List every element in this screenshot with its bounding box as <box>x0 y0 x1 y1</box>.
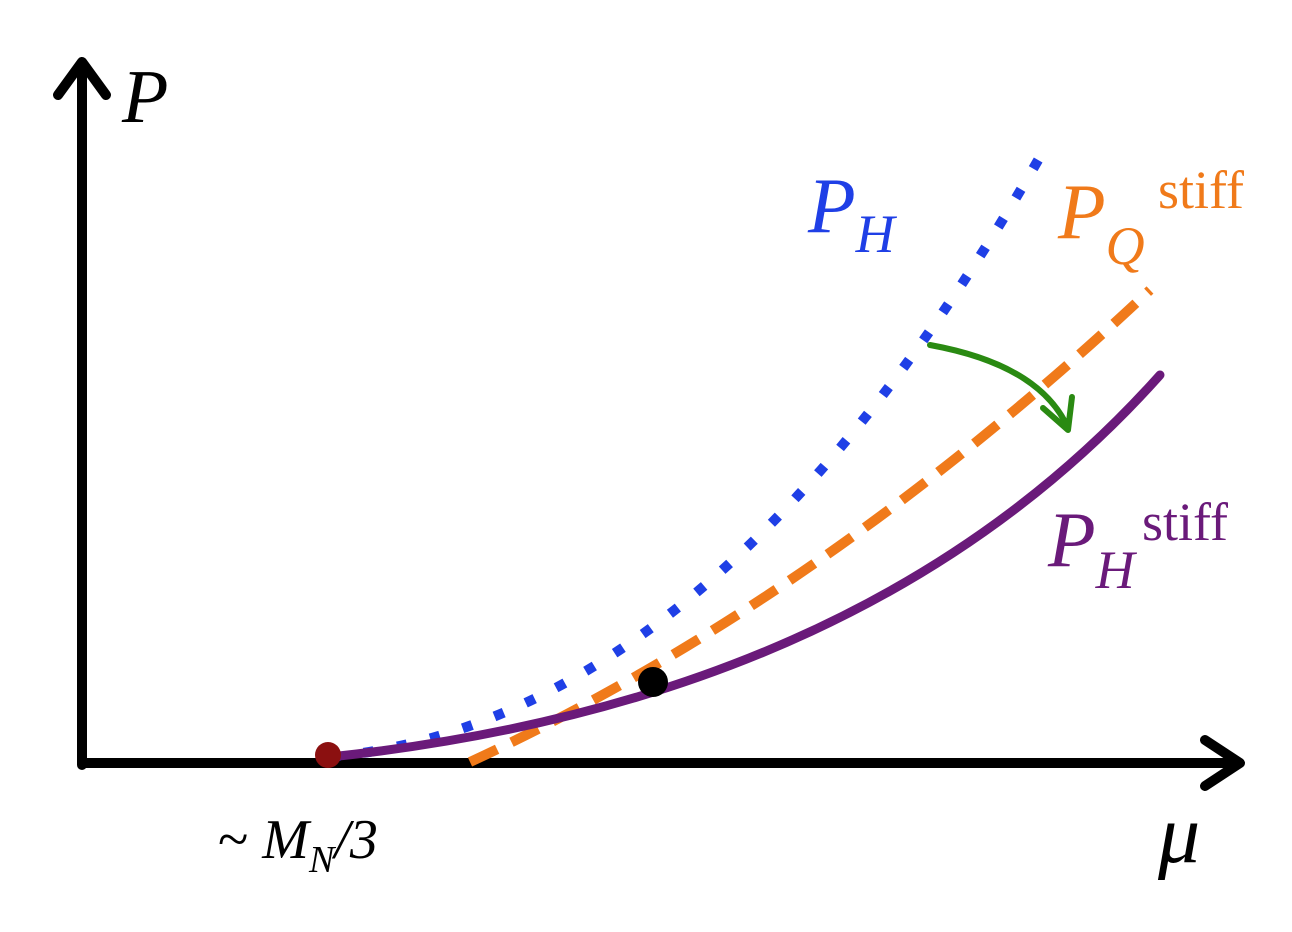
y-axis-label: P <box>121 55 168 139</box>
hadronic-stiff-curve <box>325 370 1165 762</box>
y-axis-arrowhead <box>53 57 111 100</box>
x-axis-arrowhead <box>1200 735 1245 791</box>
onset-marker <box>315 742 341 768</box>
stiffening-arrow-head <box>1040 394 1075 433</box>
x-axis-label: μ <box>1157 788 1200 881</box>
x-tick-suffix: /3 <box>331 809 378 871</box>
hstiff-label-sup: stiff <box>1142 492 1228 552</box>
hadronic-label-sub: H <box>855 204 898 264</box>
stiffening-arrow <box>927 342 1075 433</box>
quark-label-sub: Q <box>1106 216 1145 276</box>
hadronic-label-main: P <box>807 162 856 249</box>
crossing-marker <box>638 667 668 697</box>
hadronic-stiff-curve-label: PH <box>1047 496 1138 600</box>
stiffening-arrow-shaft <box>927 342 1071 431</box>
hstiff-label-sub: H <box>1095 540 1138 600</box>
hadronic-curve-label: PH <box>807 162 898 264</box>
quark-label-main: P <box>1057 168 1106 255</box>
hadronic-curve <box>329 145 1050 762</box>
hstiff-label-main: P <box>1047 496 1096 583</box>
quark-label-sup: stiff <box>1158 160 1244 220</box>
axes <box>53 57 1245 791</box>
x-tick-sub: N <box>308 839 337 881</box>
quark-stiff-curve-label: PQ <box>1057 168 1145 276</box>
x-tick-label: ~ MN/3 <box>218 809 378 881</box>
x-tick-prefix: ~ <box>218 809 262 871</box>
x-tick-main: M <box>261 809 312 871</box>
